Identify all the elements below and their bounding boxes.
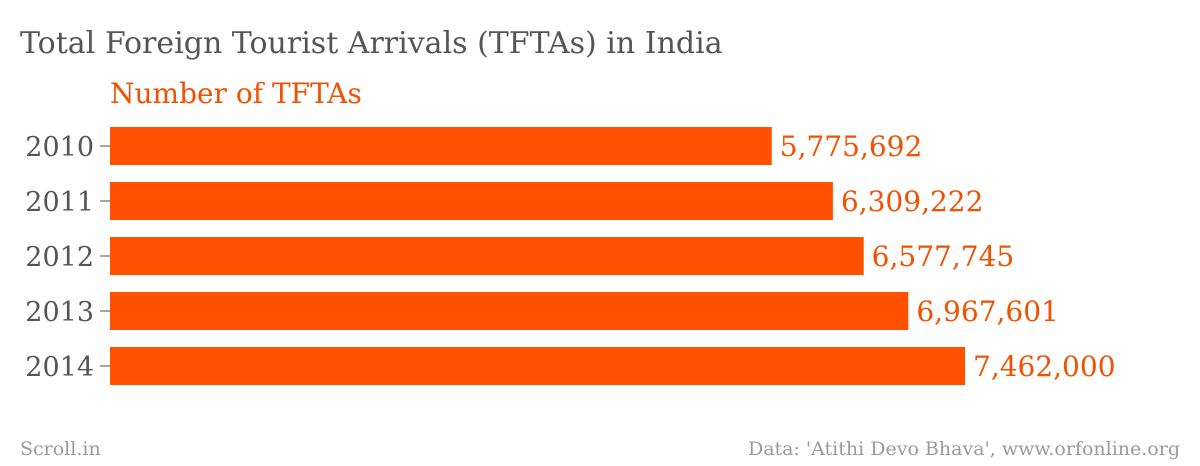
bar-2013 xyxy=(110,292,909,330)
y-tick-label: 2013 xyxy=(25,297,94,328)
value-label: 6,577,745 xyxy=(872,240,1015,273)
bar-2012 xyxy=(110,237,864,275)
footer-source-left: Scroll.in xyxy=(20,438,101,460)
bar-2010 xyxy=(110,127,772,165)
series-label: Number of TFTAs xyxy=(110,77,362,110)
value-label: 5,775,692 xyxy=(780,130,923,163)
y-tick-label: 2010 xyxy=(25,132,94,163)
y-tick-label: 2014 xyxy=(25,352,94,383)
bar-2011 xyxy=(110,182,833,220)
bars-group: 2010 5,775,692 2011 6,309,222 2012 6,577,745 2… xyxy=(25,127,1116,385)
value-label: 7,462,000 xyxy=(973,350,1116,383)
y-tick-label: 2012 xyxy=(25,242,94,273)
chart-title: Total Foreign Tourist Arrivals (TFTAs) i… xyxy=(20,26,723,61)
value-label: 6,967,601 xyxy=(916,295,1059,328)
bar-2014 xyxy=(110,347,965,385)
footer-source-right: Data: 'Atithi Devo Bhava', www.orfonline… xyxy=(748,438,1180,460)
y-tick-label: 2011 xyxy=(25,187,94,218)
value-label: 6,309,222 xyxy=(841,185,984,218)
